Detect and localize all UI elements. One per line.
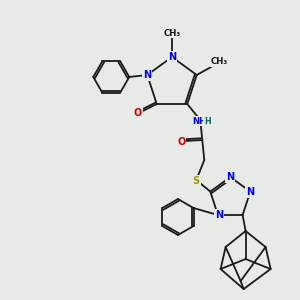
Text: CH₃: CH₃ (211, 58, 228, 67)
Text: N: N (143, 70, 151, 80)
Text: S: S (193, 176, 200, 186)
Text: N: N (226, 172, 234, 182)
Text: N: N (246, 187, 254, 196)
Text: O: O (134, 108, 142, 118)
Text: O: O (177, 137, 185, 147)
Text: N: N (215, 210, 223, 220)
Text: CH₃: CH₃ (164, 28, 181, 38)
Text: NH: NH (192, 116, 206, 125)
Text: H: H (204, 116, 211, 125)
Text: N: N (168, 52, 176, 62)
